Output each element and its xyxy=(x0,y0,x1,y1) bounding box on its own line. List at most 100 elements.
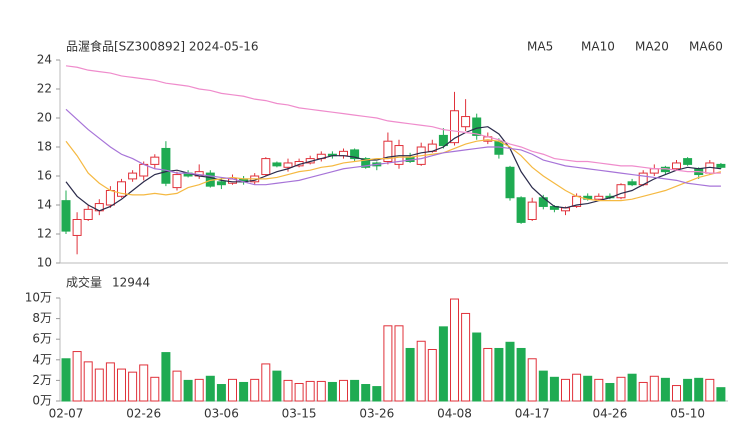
x-tick-label: 04-17 xyxy=(515,407,550,421)
volume-bar xyxy=(205,375,215,402)
volume-bar xyxy=(161,352,171,402)
candle-body xyxy=(361,158,371,168)
candle-body xyxy=(61,200,71,232)
candle-body xyxy=(283,162,293,168)
x-tick-label: 03-15 xyxy=(282,407,317,421)
candle-body xyxy=(150,156,160,165)
candle-body xyxy=(472,117,482,136)
volume-bar xyxy=(117,368,126,402)
x-tick-label: 02-26 xyxy=(126,407,161,421)
volume-bar xyxy=(616,376,626,402)
volume-bar xyxy=(228,378,237,402)
y-tick-label: 18 xyxy=(37,140,52,154)
ma-line xyxy=(65,65,721,174)
volume-bar xyxy=(327,381,337,402)
chart-title: 品渥食品[SZ300892] 2024-05-16 xyxy=(66,39,259,54)
candle-body xyxy=(716,163,726,168)
ma-line xyxy=(65,126,721,212)
y-tick-label: 4万 xyxy=(32,352,52,366)
candle-body xyxy=(505,166,515,199)
candle-body xyxy=(538,197,548,207)
volume-title: 成交量 xyxy=(66,275,102,290)
volume-bar xyxy=(183,379,193,402)
volume-bar xyxy=(627,373,637,402)
volume-bar xyxy=(294,382,304,402)
x-tick-label: 03-06 xyxy=(204,407,239,421)
volume-bar xyxy=(250,378,260,402)
volume-bar xyxy=(372,386,382,402)
x-tick-label: 04-26 xyxy=(592,407,627,421)
legend-label: MA60 xyxy=(689,40,723,54)
y-tick-label: 14 xyxy=(37,198,52,212)
candle-body xyxy=(616,184,626,199)
legend-label: MA20 xyxy=(635,40,669,54)
volume-bar xyxy=(683,378,693,402)
volume-bar xyxy=(672,385,681,402)
volume-last: 12944 xyxy=(112,276,150,290)
volume-bar xyxy=(649,375,659,402)
volume-bar xyxy=(316,380,326,402)
volume-bar xyxy=(128,371,138,402)
legend-label: MA5 xyxy=(527,40,553,54)
y-tick-label: 16 xyxy=(37,169,52,183)
x-tick-label: 02-07 xyxy=(49,407,84,421)
volume-bar xyxy=(461,312,471,402)
candle-body xyxy=(438,134,448,147)
volume-bar xyxy=(716,387,726,402)
volume-bar xyxy=(549,376,559,402)
volume-bar xyxy=(139,364,149,402)
candle-body xyxy=(527,201,537,221)
y-tick-label: 20 xyxy=(37,111,52,125)
volume-bar xyxy=(94,368,104,402)
y-tick-label: 12 xyxy=(37,227,52,241)
volume-bar xyxy=(216,384,226,402)
volume-bar xyxy=(261,363,271,402)
volume-bar xyxy=(272,370,282,402)
y-tick-label: 2万 xyxy=(32,373,52,387)
volume-bar xyxy=(538,370,548,402)
candle-body xyxy=(383,140,393,162)
x-tick-label: 04-08 xyxy=(437,407,472,421)
y-tick-label: 10 xyxy=(37,256,52,270)
volume-bar xyxy=(427,349,437,402)
candle-body xyxy=(461,116,471,128)
candle-body xyxy=(649,168,659,174)
candle-body xyxy=(83,208,93,221)
candle-body xyxy=(172,174,182,189)
volume-bar xyxy=(61,358,71,402)
volume-bar xyxy=(339,379,348,402)
volume-bar xyxy=(305,380,315,402)
candle-body xyxy=(272,162,282,167)
legend-label: MA10 xyxy=(581,40,615,54)
y-tick-label: 6万 xyxy=(32,332,52,346)
volume-bar xyxy=(83,361,93,402)
candle-body xyxy=(672,162,681,170)
candle-body xyxy=(117,181,126,197)
volume-bar xyxy=(494,347,504,402)
volume-bar xyxy=(572,373,582,402)
candle-body xyxy=(394,145,404,165)
ma-line xyxy=(65,139,722,202)
ma-line xyxy=(65,108,721,187)
volume-bar xyxy=(561,378,570,402)
candle-body xyxy=(516,197,526,223)
volume-bar xyxy=(394,325,404,402)
volume-bar xyxy=(438,326,448,402)
candle-body xyxy=(128,172,138,180)
x-tick-label: 03-26 xyxy=(359,407,394,421)
candle-body xyxy=(627,181,637,186)
volume-bar xyxy=(194,378,204,402)
volume-bar xyxy=(150,376,160,402)
candle-body xyxy=(683,158,693,165)
volume-bar xyxy=(283,379,293,402)
volume-bar xyxy=(450,298,459,402)
candle-body xyxy=(105,190,115,206)
candle-body xyxy=(339,150,348,157)
volume-bar xyxy=(416,340,426,402)
candle-body xyxy=(450,110,459,144)
volume-bar xyxy=(527,358,537,402)
volume-bar xyxy=(694,377,704,402)
volume-bar xyxy=(594,378,604,402)
volume-bar xyxy=(72,351,82,402)
volume-bar xyxy=(483,347,493,402)
